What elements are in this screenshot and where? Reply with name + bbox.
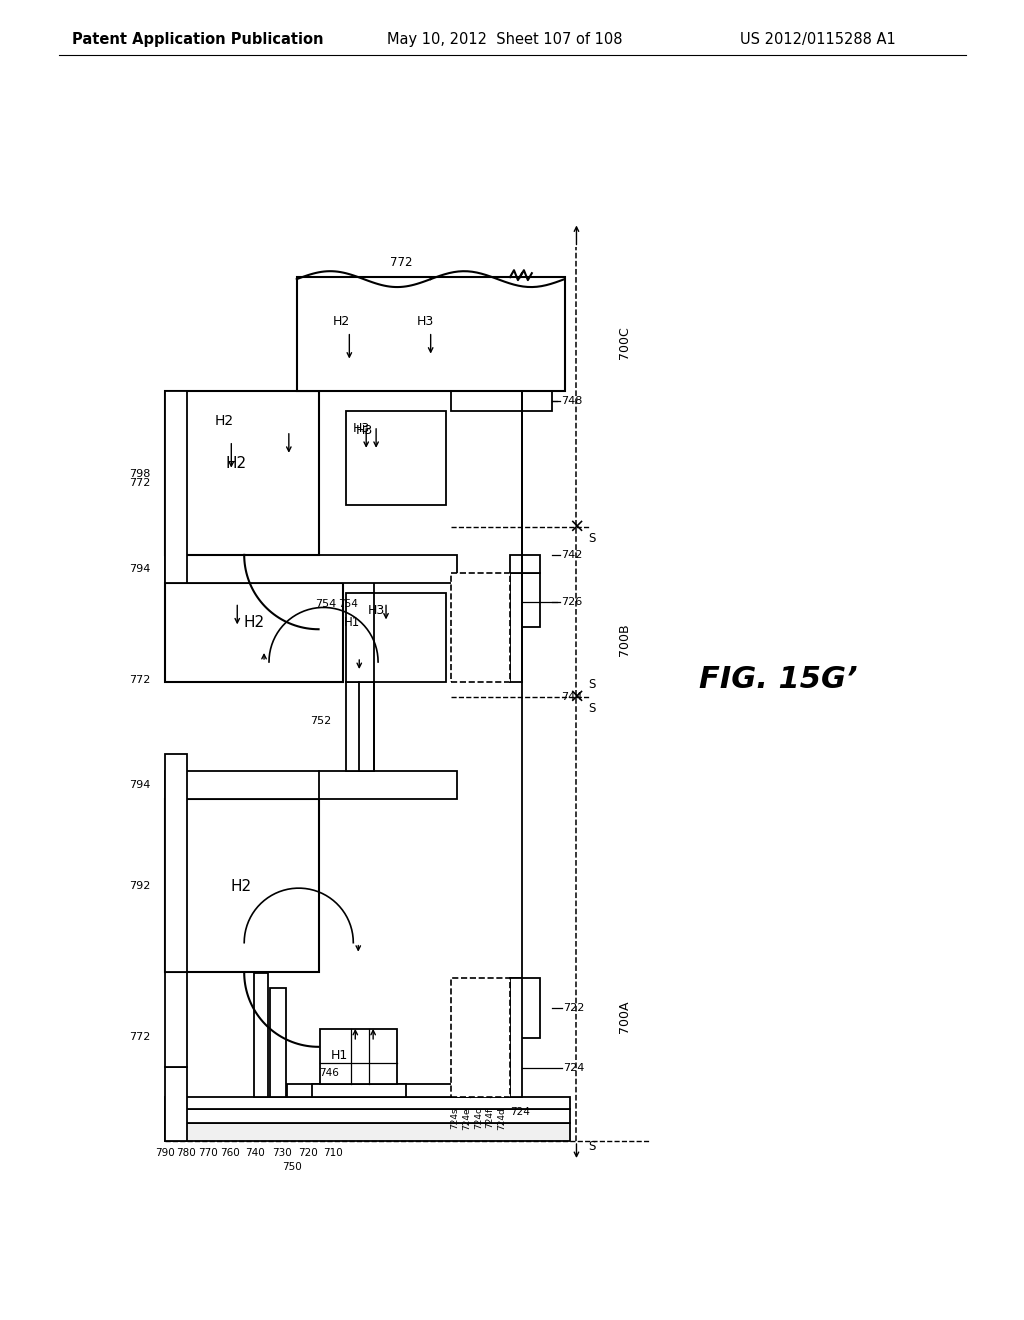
Bar: [451, 391, 552, 411]
Text: 724s: 724s: [450, 1107, 459, 1129]
Text: 794: 794: [130, 780, 151, 789]
Text: 724: 724: [510, 1107, 529, 1117]
Bar: [254, 973, 268, 1097]
Bar: [311, 1084, 406, 1097]
Text: 752: 752: [310, 717, 332, 726]
Text: 720: 720: [298, 1148, 317, 1158]
Text: H2: H2: [225, 457, 247, 471]
Text: H3: H3: [368, 605, 385, 616]
Bar: [165, 1097, 569, 1109]
Text: 794: 794: [130, 564, 151, 574]
Text: FIG. 15G’: FIG. 15G’: [698, 665, 857, 694]
Text: 748: 748: [561, 396, 583, 407]
Bar: [346, 682, 374, 771]
Bar: [165, 754, 186, 973]
Text: ×: ×: [568, 517, 585, 537]
Bar: [165, 973, 186, 1067]
Text: 724e: 724e: [462, 1107, 471, 1130]
Text: 780: 780: [176, 1148, 196, 1158]
Text: 730: 730: [272, 1148, 292, 1158]
Text: May 10, 2012  Sheet 107 of 108: May 10, 2012 Sheet 107 of 108: [387, 32, 623, 46]
Bar: [510, 978, 540, 1038]
Text: 724d: 724d: [498, 1107, 507, 1130]
Text: 770: 770: [198, 1148, 217, 1158]
Text: 724f: 724f: [485, 1107, 495, 1127]
Bar: [510, 573, 540, 627]
Text: 772: 772: [130, 478, 151, 488]
Bar: [510, 554, 540, 573]
Bar: [165, 1067, 186, 1140]
Text: 742: 742: [561, 550, 583, 560]
Bar: [287, 1084, 470, 1097]
Text: 722: 722: [563, 1003, 585, 1014]
Bar: [510, 978, 522, 1097]
Text: 772: 772: [390, 256, 413, 269]
Text: 792: 792: [130, 882, 151, 891]
Text: H2: H2: [244, 615, 264, 630]
Text: 710: 710: [324, 1148, 343, 1158]
Text: H1: H1: [331, 1049, 348, 1063]
Text: H2: H2: [230, 879, 252, 894]
Text: H2: H2: [215, 414, 233, 428]
Bar: [319, 1030, 397, 1084]
Bar: [165, 554, 458, 582]
Bar: [165, 1123, 569, 1140]
Bar: [451, 573, 510, 682]
Text: 760: 760: [220, 1148, 241, 1158]
Bar: [165, 799, 318, 973]
Bar: [297, 277, 564, 391]
Text: US 2012/0115288 A1: US 2012/0115288 A1: [739, 32, 895, 46]
Text: S: S: [589, 678, 596, 692]
Bar: [165, 391, 318, 554]
Bar: [346, 411, 445, 506]
Bar: [270, 989, 286, 1097]
Bar: [510, 573, 522, 682]
Text: 754: 754: [338, 599, 358, 610]
Text: H3: H3: [417, 315, 434, 329]
Bar: [165, 1109, 569, 1123]
Bar: [165, 391, 186, 582]
Text: 746: 746: [319, 1068, 339, 1077]
Text: Patent Application Publication: Patent Application Publication: [72, 32, 324, 46]
Bar: [361, 593, 445, 682]
Text: 724c: 724c: [474, 1107, 482, 1130]
Bar: [346, 593, 374, 682]
Text: 740: 740: [245, 1148, 265, 1158]
Text: H3: H3: [355, 424, 373, 437]
Bar: [165, 582, 343, 682]
Bar: [165, 771, 458, 799]
Text: ×: ×: [568, 688, 585, 706]
Text: H1: H1: [344, 616, 360, 628]
Text: 744: 744: [561, 692, 583, 702]
Text: 700A: 700A: [617, 1001, 631, 1034]
Text: 726: 726: [561, 598, 583, 607]
Text: S: S: [589, 1139, 596, 1152]
Bar: [451, 978, 510, 1097]
Text: 798: 798: [130, 469, 151, 479]
Text: 772: 772: [130, 675, 151, 685]
Text: H3: H3: [352, 422, 370, 436]
Text: S: S: [589, 702, 596, 715]
Text: S: S: [589, 532, 596, 545]
Text: 724: 724: [563, 1063, 585, 1073]
Text: 772: 772: [130, 1032, 151, 1041]
Text: 700C: 700C: [617, 326, 631, 359]
Text: H2: H2: [333, 315, 350, 329]
Text: 700B: 700B: [617, 624, 631, 656]
Text: 754: 754: [315, 599, 337, 610]
Text: 750: 750: [282, 1162, 302, 1172]
Text: 790: 790: [155, 1148, 175, 1158]
